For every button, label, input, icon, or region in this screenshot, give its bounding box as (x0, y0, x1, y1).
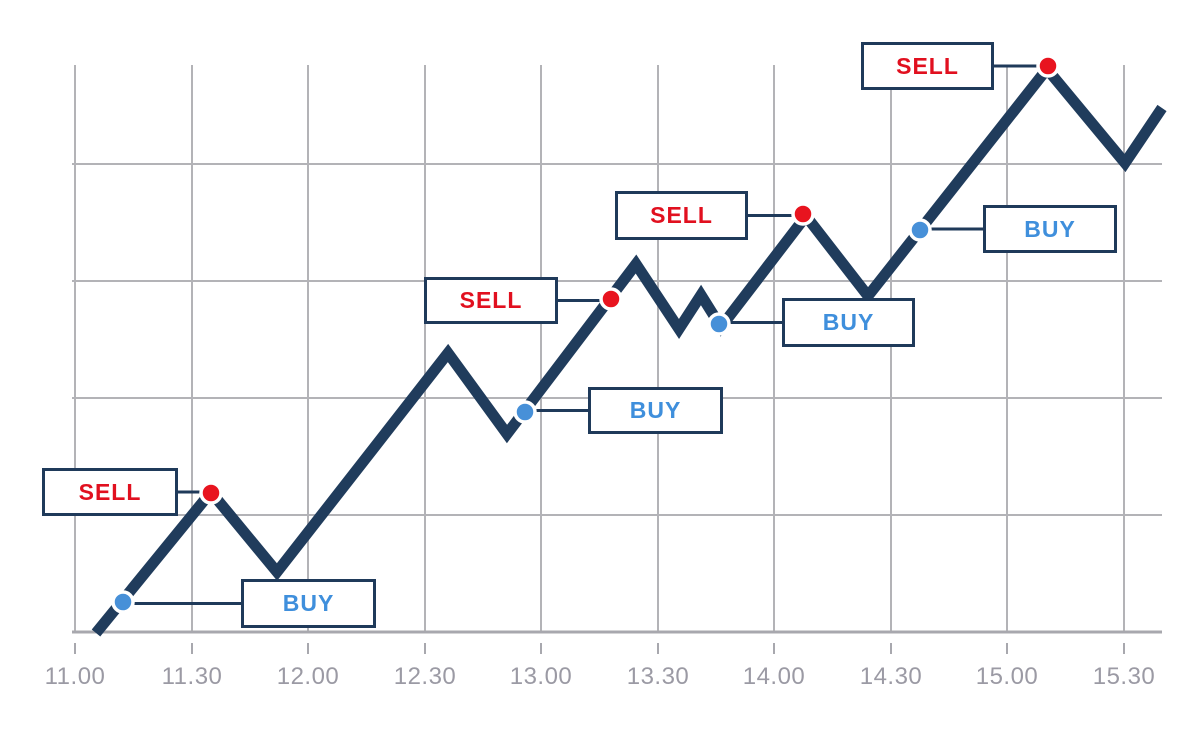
x-tick-label: 12.30 (394, 663, 457, 690)
sell-signal-label: SELL (424, 277, 558, 324)
sell-signal-label: SELL (861, 42, 994, 90)
x-tick-label: 11.30 (162, 663, 223, 690)
sell-signal-label: SELL (615, 191, 748, 240)
sell-signal-dot (599, 287, 623, 311)
buy-signal-label: BUY (588, 387, 723, 434)
price-line (91, 60, 1167, 637)
buy-signal-label: BUY (782, 298, 915, 347)
buy-signal-label: BUY (241, 579, 376, 628)
x-tick-label: 15.00 (976, 663, 1039, 690)
x-tick-label: 13.00 (510, 663, 573, 690)
x-tick-label: 12.00 (277, 663, 340, 690)
buy-signal-label: BUY (983, 205, 1117, 253)
sell-signal-label: SELL (42, 468, 178, 516)
x-tick-label: 15.30 (1093, 663, 1156, 690)
buy-signal-dot (513, 400, 537, 424)
sell-signal-label-text: SELL (78, 478, 142, 505)
sell-signal-dot (199, 481, 223, 505)
sell-signal-label-text: SELL (459, 287, 523, 313)
x-tick-label: 14.30 (860, 663, 923, 690)
x-tick-label: 14.00 (743, 663, 806, 690)
buy-signal-label-text: BUY (629, 397, 682, 423)
sell-signal-dot (791, 202, 815, 226)
buy-signal-dot (908, 218, 932, 242)
buy-signal-label-text: BUY (1024, 215, 1076, 242)
sell-signal-dot (1036, 54, 1060, 78)
buy-signal-label-text: BUY (822, 309, 875, 335)
x-tick-label: 11.00 (45, 663, 106, 690)
buy-signal-dot (707, 312, 731, 336)
x-tick-label: 13.30 (627, 663, 690, 690)
sell-signal-label-text: SELL (650, 202, 713, 228)
sell-signal-label-text: SELL (896, 52, 959, 79)
buy-signal-label-text: BUY (282, 590, 335, 616)
buy-signal-dot (111, 590, 135, 614)
